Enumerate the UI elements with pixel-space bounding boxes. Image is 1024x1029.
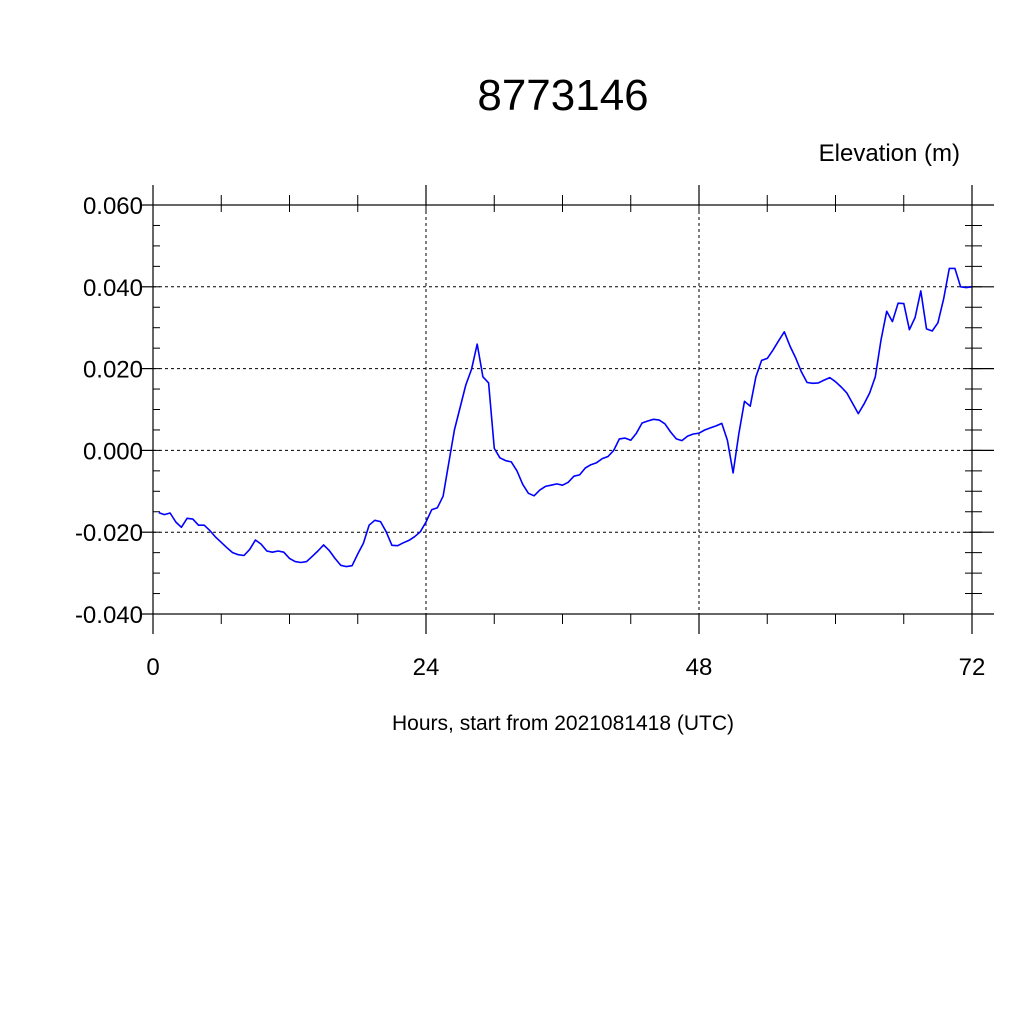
x-tick-label: 48 <box>686 654 713 681</box>
chart-title: 8773146 <box>477 71 648 120</box>
y-tick-label: 0.060 <box>83 193 143 220</box>
axis-ticks <box>141 185 994 634</box>
plot-frame <box>152 204 973 615</box>
grid-lines <box>152 204 973 615</box>
y-tick-label: 0.040 <box>83 275 143 302</box>
x-tick-label: 24 <box>413 654 440 681</box>
series-layer <box>158 267 973 568</box>
y-tick-label: 0.000 <box>83 438 143 465</box>
x-axis-label: Hours, start from 2021081418 (UTC) <box>392 712 734 735</box>
y-tick-label: -0.020 <box>75 520 143 547</box>
x-tick-label: 72 <box>959 654 986 681</box>
series-line <box>158 267 973 568</box>
y-tick-label: -0.040 <box>75 602 143 629</box>
y-axis-label: Elevation (m) <box>819 140 960 167</box>
tick-labels: -0.040 -0.020 0.000 0.020 0.040 0.060 0 24 48 72 <box>75 193 985 681</box>
y-tick-label: 0.020 <box>83 357 143 384</box>
x-tick-label: 0 <box>146 654 159 681</box>
